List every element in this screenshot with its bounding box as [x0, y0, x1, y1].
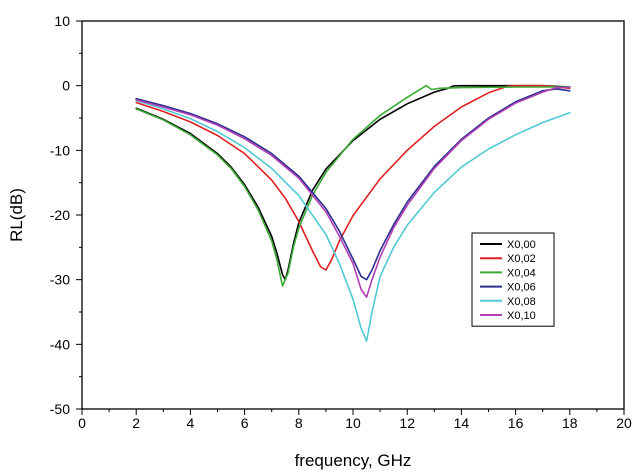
x-tick-label: 20	[616, 415, 632, 431]
x-tick-label: 10	[345, 415, 361, 431]
y-axis-label: RL(dB)	[7, 188, 26, 242]
y-tick-label: -50	[50, 401, 70, 417]
y-tick-label: -10	[50, 142, 70, 158]
axis-ticks: 0 2 4 6 8 10 12 14 16 18 20 10 0 -10 -20 -30 -40 -50	[50, 13, 632, 431]
legend-label: X0,04	[507, 267, 536, 279]
x-tick-label: 8	[295, 415, 303, 431]
legend-label: X0,06	[507, 282, 536, 294]
series-line-5	[135, 86, 571, 298]
legend-label: X0,08	[507, 296, 536, 308]
x-tick-label: 14	[454, 415, 470, 431]
y-tick-label: 10	[54, 13, 70, 29]
legend-label: X0,00	[507, 239, 536, 251]
y-tick-label: -20	[50, 207, 70, 223]
x-axis-label: frequency, GHz	[295, 451, 412, 470]
x-tick-label: 2	[132, 415, 140, 431]
series-line-4	[135, 99, 571, 342]
x-tick-label: 18	[562, 415, 578, 431]
x-tick-label: 12	[399, 415, 415, 431]
y-tick-label: -30	[50, 272, 70, 288]
y-tick-label: 0	[62, 78, 70, 94]
series-line-1	[135, 84, 571, 271]
x-tick-label: 16	[508, 415, 524, 431]
series-line-2	[135, 84, 571, 287]
legend: X0,00 X0,02 X0,04 X0,06 X0,08 X0,10	[471, 232, 555, 327]
legend-box	[471, 232, 555, 327]
y-tick-label: -40	[50, 336, 70, 352]
x-tick-label: 0	[78, 415, 86, 431]
legend-label: X0,02	[507, 253, 536, 265]
legend-label: X0,10	[507, 310, 536, 322]
series-lines	[135, 84, 571, 342]
x-tick-label: 6	[241, 415, 249, 431]
x-tick-label: 4	[187, 415, 195, 431]
series-line-3	[135, 88, 571, 281]
